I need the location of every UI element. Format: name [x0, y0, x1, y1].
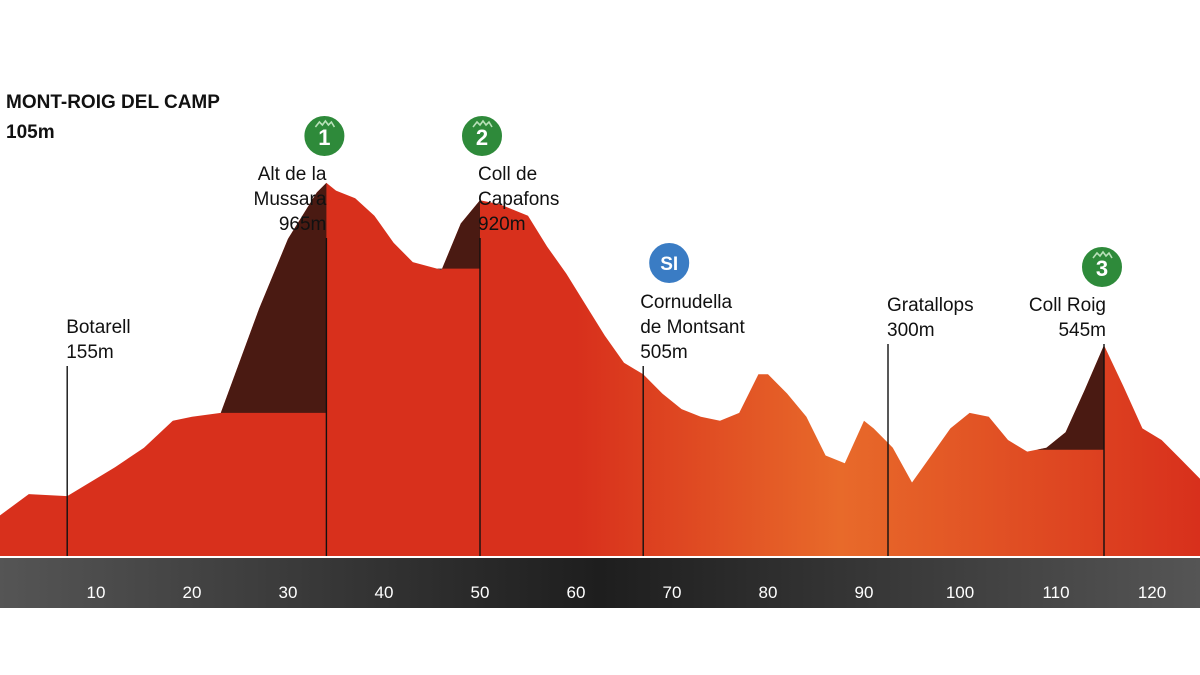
climb-shade-2: [436, 200, 480, 270]
mountain-icon: [1092, 250, 1113, 259]
x-tick-label: 100: [946, 583, 974, 602]
x-tick-label: 40: [375, 583, 394, 602]
climb-3-name-line: Coll Roig: [1029, 295, 1106, 316]
x-tick-label: 50: [471, 583, 490, 602]
waypoint-elevation: 300m: [887, 320, 935, 341]
sprint-name-line: Cornudella: [640, 292, 732, 313]
x-tick-label: 120: [1138, 583, 1166, 602]
waypoint-name-line: Botarell: [66, 317, 130, 338]
mountain-icon: [314, 119, 336, 128]
waypoint-elevation: 155m: [66, 342, 114, 363]
sprint-badge-label: SI: [660, 254, 678, 275]
sprint-elevation: 505m: [640, 342, 688, 363]
start-town-name: MONT-ROIG DEL CAMP: [6, 92, 220, 113]
start-town-elevation: 105m: [6, 122, 55, 143]
x-tick-label: 90: [855, 583, 874, 602]
climb-1-name-line: Mussara: [254, 189, 327, 210]
x-tick-label: 110: [1042, 583, 1069, 602]
climb-shade-3: [1036, 345, 1104, 450]
kom-badge-1: 1: [302, 114, 347, 158]
climb-2-name-line: Coll de: [478, 164, 537, 185]
sprint-name-line: de Montsant: [640, 317, 745, 338]
x-tick-label: 70: [663, 583, 682, 602]
climb-1-name-line: Alt de la: [258, 164, 327, 185]
distance-axis-bar: [0, 558, 1200, 608]
x-tick-label: 60: [567, 583, 586, 602]
x-tick-label: 80: [759, 583, 778, 602]
kom-badge-2: 2: [460, 114, 504, 158]
climb-3-elevation: 545m: [1058, 320, 1106, 341]
waypoint-name-line: Gratallops: [887, 295, 974, 316]
elevation-profile-area: [0, 182, 1200, 556]
x-tick-label: 30: [279, 583, 298, 602]
climb-2-elevation: 920m: [478, 214, 526, 235]
mountain-icon: [472, 119, 493, 128]
x-tick-label: 10: [87, 583, 106, 602]
kom-badge-number: 3: [1096, 256, 1108, 281]
climb-1-elevation: 965m: [279, 214, 327, 235]
x-tick-label: 20: [183, 583, 202, 602]
kom-badge-3: 3: [1080, 245, 1124, 289]
sprint-badge: SI: [647, 241, 692, 285]
kom-badge-number: 1: [318, 125, 330, 150]
climb-2-name-line: Capafons: [478, 189, 559, 210]
kom-badge-number: 2: [476, 125, 488, 150]
climb-shade-1: [220, 182, 327, 413]
